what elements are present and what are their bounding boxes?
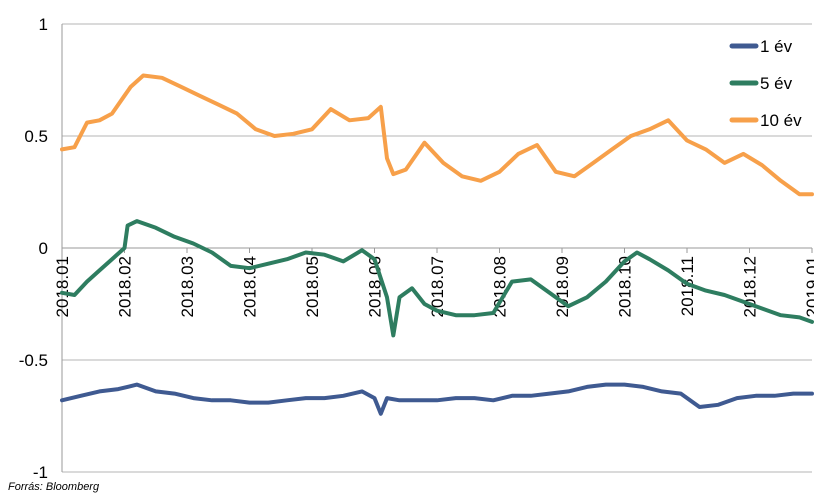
x-tick-label: 2018.03 <box>178 256 197 317</box>
y-tick-label: 0.5 <box>24 127 48 146</box>
y-tick-label: 0 <box>39 239 48 258</box>
legend-label: 10 év <box>760 111 802 130</box>
x-tick-label: 2019.01 <box>803 256 814 317</box>
x-axis-ticks: 2018.01 2018.02 2018.03 2018.04 2018.05 2018.… <box>53 248 814 317</box>
series-line-2 <box>60 73 814 197</box>
x-tick-label: 2018.09 <box>553 256 572 317</box>
x-tick-label: 2018.07 <box>428 256 447 317</box>
series-line-1 <box>60 219 814 338</box>
x-tick-label: 2018.01 <box>53 256 72 317</box>
legend-label: 5 év <box>760 74 793 93</box>
series-lines <box>60 73 814 416</box>
y-tick-label: -0.5 <box>19 351 48 370</box>
legend-label: 1 év <box>760 37 793 56</box>
x-tick-label: 2018.08 <box>491 256 510 317</box>
y-tick-label: -1 <box>33 463 48 482</box>
legend: 1 év 5 év 10 év <box>729 37 802 130</box>
x-tick-label: 2018.02 <box>116 256 135 317</box>
y-tick-label: 1 <box>39 15 48 34</box>
x-tick-label: 2018.04 <box>241 256 260 317</box>
y-axis-ticks: 1 0.5 0 -0.5 -1 <box>19 15 48 482</box>
x-tick-label: 2018.05 <box>303 256 322 317</box>
source-note: Forrás: Bloomberg <box>8 481 100 493</box>
series-line-0 <box>60 382 814 416</box>
x-tick-label: 2018.10 <box>616 256 635 317</box>
